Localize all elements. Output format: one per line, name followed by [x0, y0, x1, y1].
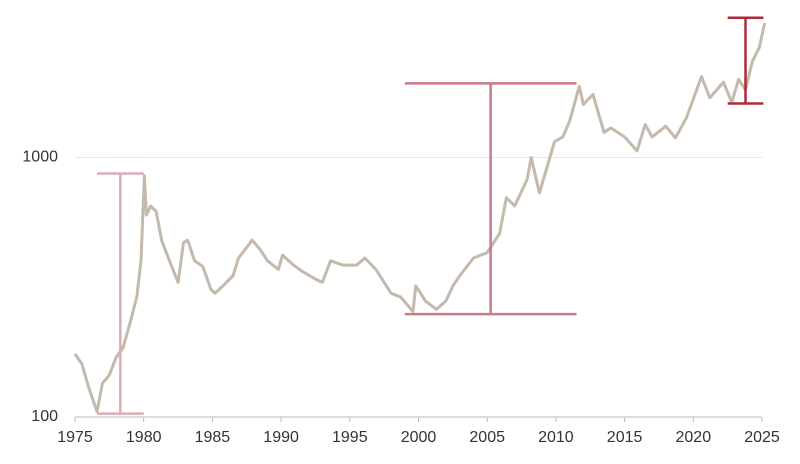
- price-line: [73, 22, 767, 413]
- y-tick-label: 1000: [22, 149, 58, 166]
- x-tick-label: 2025: [744, 429, 780, 446]
- x-tick-label: 1995: [332, 429, 368, 446]
- x-tick-label: 1985: [195, 429, 231, 446]
- x-tick-label: 2015: [607, 429, 643, 446]
- x-tick-label: 2020: [676, 429, 712, 446]
- x-tick-label: 1990: [263, 429, 299, 446]
- y-tick-label: 100: [31, 408, 58, 425]
- x-tick-label: 2000: [401, 429, 437, 446]
- x-tick-label: 1980: [126, 429, 162, 446]
- x-tick-label: 2010: [538, 429, 574, 446]
- x-tick-label: 1975: [57, 429, 93, 446]
- x-tick-label: 2005: [469, 429, 505, 446]
